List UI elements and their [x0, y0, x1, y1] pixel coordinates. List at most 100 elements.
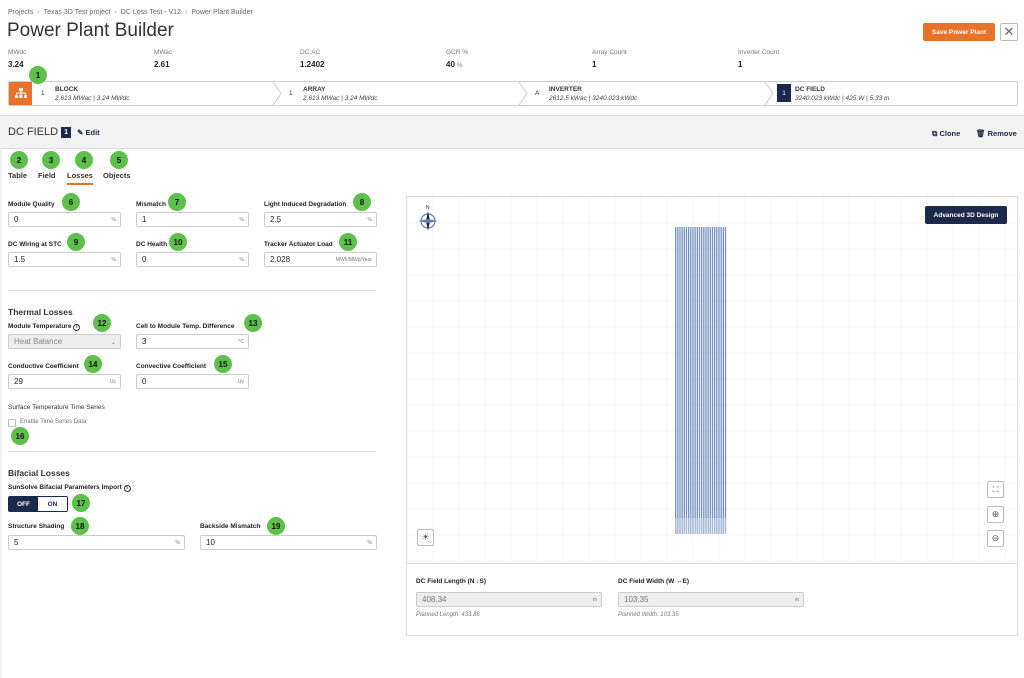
callout-1: 1	[29, 66, 47, 84]
info-icon[interactable]: i	[123, 485, 131, 492]
edit-button[interactable]: ✎ Edit	[77, 127, 100, 137]
toggle-off[interactable]: OFF	[9, 497, 38, 511]
breadcrumb-project[interactable]: Texas 3D Test project	[43, 9, 111, 16]
stat-value: 3.24	[8, 60, 24, 69]
sun-toggle-button[interactable]: ☀	[417, 529, 434, 546]
remove-button[interactable]: 🗑 Remove	[976, 129, 1017, 138]
close-button[interactable]: ✕	[1000, 23, 1018, 41]
conductive-input[interactable]: 29 Uc	[8, 374, 121, 389]
chevron-down-icon: ⌄	[110, 340, 116, 346]
tracker-load-input[interactable]: 2.028 MWh/MWp/Year	[264, 252, 377, 267]
toggle-on[interactable]: ON	[38, 497, 67, 511]
input-unit: Uc	[109, 379, 116, 385]
mismatch-label: Mismatch	[136, 201, 166, 208]
input-value: 103.35	[624, 595, 649, 604]
tracker-row-end	[711, 518, 714, 534]
clone-label: Clone	[939, 129, 961, 138]
breadcrumb-version[interactable]: DC Loss Test - V12	[120, 9, 181, 16]
layout-canvas[interactable]: N Advanced 3D Design ☀ ⛶ ⊕ ⊖	[407, 197, 1017, 563]
backside-mismatch-input[interactable]: 10%	[200, 535, 377, 550]
dc-wiring-input[interactable]: 1.5%	[8, 252, 121, 267]
tracker-row-end	[724, 518, 727, 534]
structure-shading-input[interactable]: 5%	[8, 535, 185, 550]
fit-view-button[interactable]: ⛶	[987, 481, 1004, 498]
dc-field-header: DC FIELD 1 ✎ Edit ⧉ Clone 🗑 Remove	[0, 115, 1024, 149]
enable-time-series-checkbox[interactable]	[8, 419, 16, 427]
close-icon: ✕	[1003, 24, 1015, 39]
flow-item-dc-field[interactable]: 1 DC FIELD 3240.023 kWdc | 425 W | 5.33 …	[775, 82, 1015, 105]
tracker-row-end	[720, 518, 722, 534]
input-unit: °C	[238, 339, 244, 345]
tracker-row-end	[685, 518, 688, 534]
section-badge: 1	[61, 126, 72, 138]
chevron-right-icon	[272, 82, 282, 105]
flow-item-number: 1	[41, 90, 45, 97]
convective-label: Convective Coefficient	[136, 363, 207, 370]
tracker-row-end	[714, 518, 716, 534]
lid-input[interactable]: 2.5%	[264, 212, 377, 227]
callout-4: 4	[75, 151, 93, 169]
tab-table[interactable]: Table	[8, 171, 28, 180]
stat-label: Inverter Count	[738, 49, 780, 56]
breadcrumb-separator: ›	[184, 9, 188, 16]
module-quality-input[interactable]: 0%	[8, 212, 121, 227]
cell-diff-label: Cell to Module Temp. Difference	[136, 323, 235, 330]
zoom-out-button[interactable]: ⊖	[987, 530, 1004, 547]
save-power-plant-button[interactable]: Save Power Plant	[923, 23, 995, 41]
stat-value: 1	[738, 60, 743, 69]
tracker-row-end	[679, 518, 681, 534]
input-unit: Uv	[237, 379, 244, 385]
section-title: DC FIELD 1 ✎ Edit	[8, 126, 100, 138]
callout-13: 13	[244, 314, 262, 332]
enable-time-series-label: Enable Time Series Data	[20, 419, 87, 425]
tab-losses[interactable]: Losses	[67, 171, 93, 185]
input-value: 0	[142, 255, 147, 264]
page-title: Power Plant Builder	[7, 20, 174, 41]
flow-item-array[interactable]: 1 ARRAY 2.613 MWac | 3.24 MWdc	[283, 82, 523, 105]
dc-wiring-label: DC Wiring at STC	[8, 241, 62, 248]
stat-label: DC:AC	[300, 49, 321, 56]
tracker-row	[707, 227, 709, 534]
plant-home-button[interactable]	[9, 82, 32, 105]
tracker-row-end	[696, 518, 698, 534]
tracker-row-end	[718, 518, 720, 534]
input-value: 408.34	[422, 595, 447, 604]
input-unit: %	[239, 217, 244, 223]
input-unit: %	[239, 257, 244, 263]
cell-diff-input[interactable]: 3 °C	[136, 334, 249, 349]
flow-item-inverter[interactable]: A INVERTER 2612.5 kWac | 3240.023 kWdc	[529, 82, 769, 105]
tracker-row	[701, 227, 703, 534]
input-value: 10	[206, 538, 215, 547]
tracker-row	[703, 227, 705, 534]
stat-unit: %	[457, 63, 463, 69]
stat-value: 1	[592, 60, 597, 69]
tracker-row-end	[701, 518, 703, 534]
sunsolve-import-toggle[interactable]: OFF ON	[8, 496, 68, 512]
dc-health-label: DC Health	[136, 241, 168, 248]
module-temp-select[interactable]: Heat Balance ⌄	[8, 334, 121, 349]
dc-health-input[interactable]: 0%	[136, 252, 249, 267]
clone-button[interactable]: ⧉ Clone	[932, 129, 960, 139]
mismatch-input[interactable]: 1%	[136, 212, 249, 227]
module-quality-label: Module Quality	[8, 201, 55, 208]
stat-gcr: GCR % 40 %	[446, 49, 468, 69]
stat-value: 1.2402	[300, 60, 325, 69]
convective-input[interactable]: 0 Uv	[136, 374, 249, 389]
stat-label: MWdc	[8, 49, 27, 56]
dc-field-dimensions: DC Field Length (N ↕S) 408.34 m Planned L…	[407, 563, 1017, 635]
flow-item-block[interactable]: 1 BLOCK 2.613 MWac | 3.24 MWdc	[35, 82, 275, 105]
stat-inverter-count: Inverter Count 1	[738, 49, 779, 69]
zoom-in-icon: ⊕	[991, 509, 1000, 519]
stat-label: Array Count	[592, 49, 627, 56]
info-icon[interactable]: i	[73, 324, 81, 331]
tab-field[interactable]: Field	[38, 171, 56, 180]
tracker-row-end	[690, 518, 692, 534]
tracker-row-end	[681, 518, 683, 534]
breadcrumb: Projects › Texas 3D Test project › DC Loss…	[8, 9, 253, 16]
advanced-3d-design-button[interactable]: Advanced 3D Design	[925, 206, 1007, 224]
tab-objects[interactable]: Objects	[103, 171, 131, 180]
hierarchy-flow: 1 BLOCK 2.613 MWac | 3.24 MWdc 1 ARRAY 2…	[8, 81, 1018, 106]
zoom-in-button[interactable]: ⊕	[987, 506, 1004, 523]
planned-width: Planned Width: 103.35	[618, 612, 679, 618]
breadcrumb-projects[interactable]: Projects	[8, 9, 34, 16]
